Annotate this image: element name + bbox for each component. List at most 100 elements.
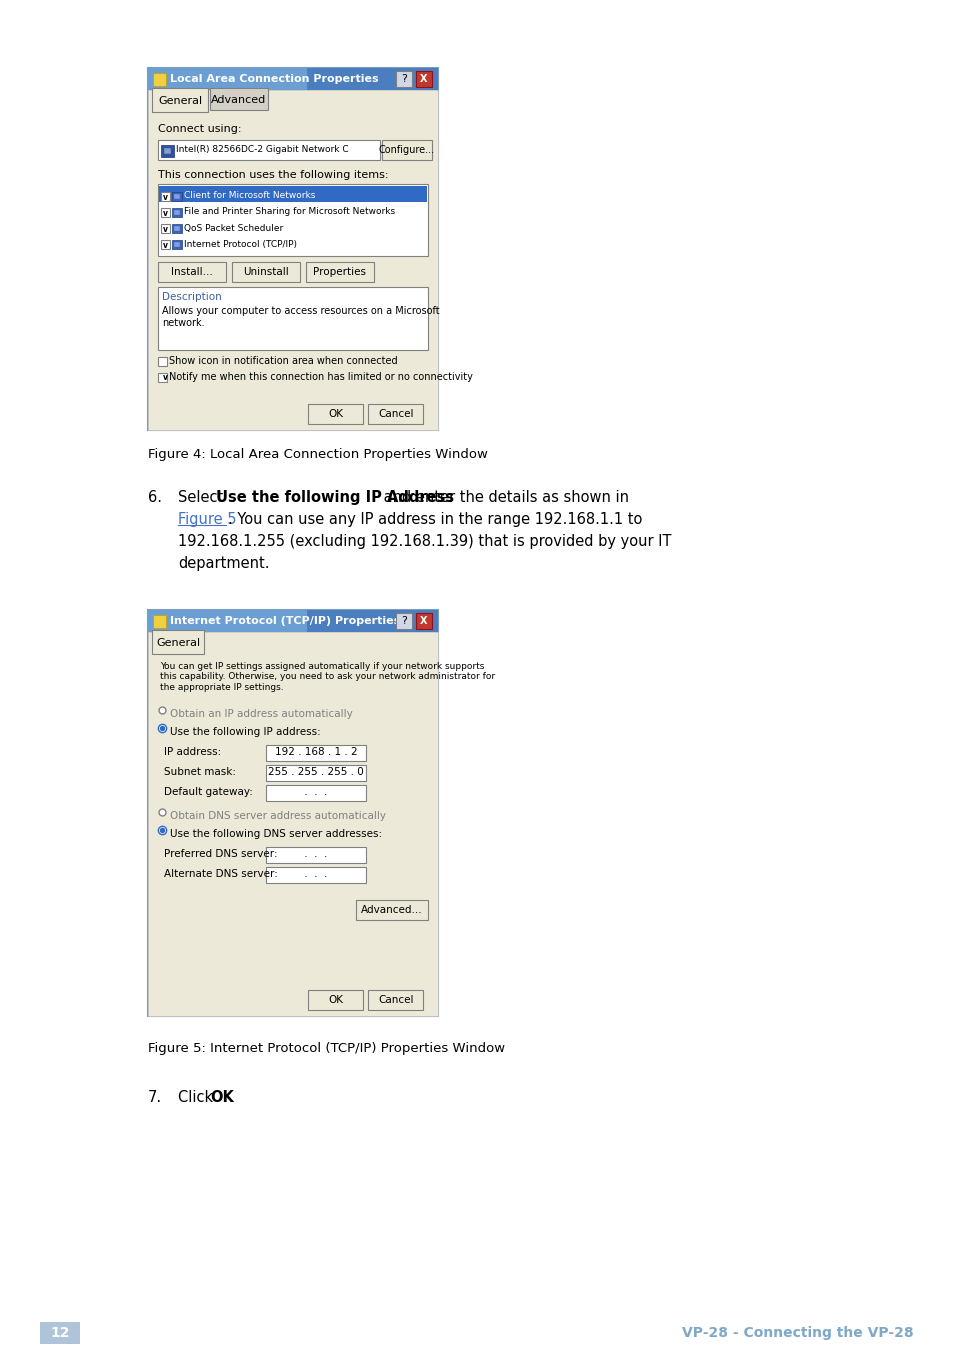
Text: Advanced...: Advanced... — [361, 904, 422, 915]
Text: Subnet mask:: Subnet mask: — [164, 766, 235, 777]
Text: Advanced: Advanced — [212, 95, 266, 106]
Text: Preferred DNS server:: Preferred DNS server: — [164, 849, 277, 858]
Text: Cancel: Cancel — [377, 995, 414, 1005]
Text: v: v — [163, 374, 168, 382]
Bar — [173, 242, 180, 246]
Text: You can get IP settings assigned automatically if your network supports
this cap: You can get IP settings assigned automat… — [160, 662, 495, 692]
Bar — [158, 184, 428, 256]
Text: and enter the details as shown in: and enter the details as shown in — [378, 490, 628, 505]
Bar — [368, 990, 422, 1010]
Text: 255 . 255 . 255 . 0: 255 . 255 . 255 . 0 — [268, 766, 363, 777]
Bar — [395, 613, 412, 630]
Text: Use the following DNS server addresses:: Use the following DNS server addresses: — [170, 829, 382, 839]
Text: Figure 5: Internet Protocol (TCP/IP) Properties Window: Figure 5: Internet Protocol (TCP/IP) Pro… — [148, 1043, 504, 1055]
Bar — [148, 611, 437, 632]
Bar — [158, 139, 379, 160]
Text: department.: department. — [178, 556, 269, 571]
Text: This connection uses the following items:: This connection uses the following items… — [158, 171, 388, 180]
Text: Local Area Connection Properties: Local Area Connection Properties — [170, 74, 378, 84]
Bar — [210, 88, 268, 110]
Bar — [416, 70, 432, 87]
Bar — [152, 615, 166, 628]
Text: Client for Microsoft Networks: Client for Microsoft Networks — [184, 191, 315, 200]
Text: .: . — [228, 1090, 233, 1105]
Bar — [173, 194, 180, 199]
Bar — [158, 287, 428, 349]
Bar — [161, 209, 170, 217]
Text: Internet Protocol (TCP/IP): Internet Protocol (TCP/IP) — [184, 240, 296, 249]
Bar — [158, 372, 167, 382]
Bar — [152, 630, 204, 654]
Text: . You can use any IP address in the range 192.168.1.1 to: . You can use any IP address in the rang… — [228, 512, 641, 527]
Bar — [395, 70, 412, 87]
Bar — [164, 148, 171, 154]
Text: 7.: 7. — [148, 1090, 162, 1105]
Text: Default gateway:: Default gateway: — [164, 787, 253, 798]
Text: OK: OK — [210, 1090, 233, 1105]
Text: .  .  .: . . . — [301, 787, 331, 798]
Bar — [172, 240, 182, 249]
Text: Notify me when this connection has limited or no connectivity: Notify me when this connection has limit… — [169, 372, 473, 382]
Text: Description: Description — [162, 292, 221, 302]
Bar — [266, 785, 366, 802]
Text: Click: Click — [178, 1090, 217, 1105]
Bar — [266, 745, 366, 761]
Bar — [159, 185, 427, 202]
Bar — [355, 900, 428, 919]
Bar — [232, 263, 299, 282]
Text: Figure 5: Figure 5 — [178, 512, 236, 527]
Text: Properties: Properties — [314, 267, 366, 278]
Text: Show icon in notification area when connected: Show icon in notification area when conn… — [169, 356, 397, 366]
Bar — [416, 613, 432, 630]
Text: File and Printer Sharing for Microsoft Networks: File and Printer Sharing for Microsoft N… — [184, 207, 395, 217]
Text: OK: OK — [328, 995, 343, 1005]
Bar — [161, 240, 170, 249]
Bar — [308, 403, 363, 424]
Text: ?: ? — [400, 74, 407, 84]
Text: Select: Select — [178, 490, 228, 505]
Bar — [306, 263, 374, 282]
Text: v: v — [163, 209, 168, 218]
Text: Intel(R) 82566DC-2 Gigabit Network C: Intel(R) 82566DC-2 Gigabit Network C — [175, 145, 348, 154]
Bar — [161, 145, 173, 157]
Text: Configure...: Configure... — [378, 145, 435, 154]
Text: General: General — [158, 96, 202, 106]
Text: ?: ? — [400, 616, 407, 626]
Bar — [148, 611, 437, 1016]
Bar — [148, 68, 437, 89]
Text: .  .  .: . . . — [301, 869, 331, 879]
Text: Cancel: Cancel — [377, 409, 414, 418]
Text: Alternate DNS server:: Alternate DNS server: — [164, 869, 277, 879]
Text: Use the following IP Address: Use the following IP Address — [215, 490, 454, 505]
Text: IP address:: IP address: — [164, 747, 221, 757]
Bar — [381, 139, 432, 160]
Text: Figure 4: Local Area Connection Properties Window: Figure 4: Local Area Connection Properti… — [148, 448, 487, 460]
Bar — [161, 192, 170, 200]
Bar — [40, 1322, 80, 1345]
Bar — [158, 263, 226, 282]
Text: 6.: 6. — [148, 490, 162, 505]
Text: v: v — [163, 241, 168, 249]
Bar — [266, 848, 366, 862]
Text: 192 . 168 . 1 . 2: 192 . 168 . 1 . 2 — [274, 747, 357, 757]
Bar — [161, 223, 170, 233]
Bar — [172, 223, 182, 233]
Text: Allows your computer to access resources on a Microsoft
network.: Allows your computer to access resources… — [162, 306, 439, 328]
Text: Connect using:: Connect using: — [158, 125, 241, 134]
Text: General: General — [155, 638, 200, 649]
Text: 192.168.1.255 (excluding 192.168.1.39) that is provided by your IT: 192.168.1.255 (excluding 192.168.1.39) t… — [178, 533, 671, 548]
Bar — [266, 765, 366, 781]
Text: Internet Protocol (TCP/IP) Properties: Internet Protocol (TCP/IP) Properties — [170, 616, 400, 626]
Bar — [158, 357, 167, 366]
Text: X: X — [420, 74, 427, 84]
Bar — [173, 210, 180, 215]
Text: 12: 12 — [51, 1326, 70, 1340]
Text: X: X — [420, 616, 427, 626]
Text: Obtain DNS server address automatically: Obtain DNS server address automatically — [170, 811, 386, 821]
Text: Use the following IP address:: Use the following IP address: — [170, 727, 320, 737]
Bar — [148, 68, 307, 89]
Text: Uninstall: Uninstall — [243, 267, 289, 278]
Bar — [308, 990, 363, 1010]
Text: OK: OK — [328, 409, 343, 418]
Bar — [172, 192, 182, 200]
